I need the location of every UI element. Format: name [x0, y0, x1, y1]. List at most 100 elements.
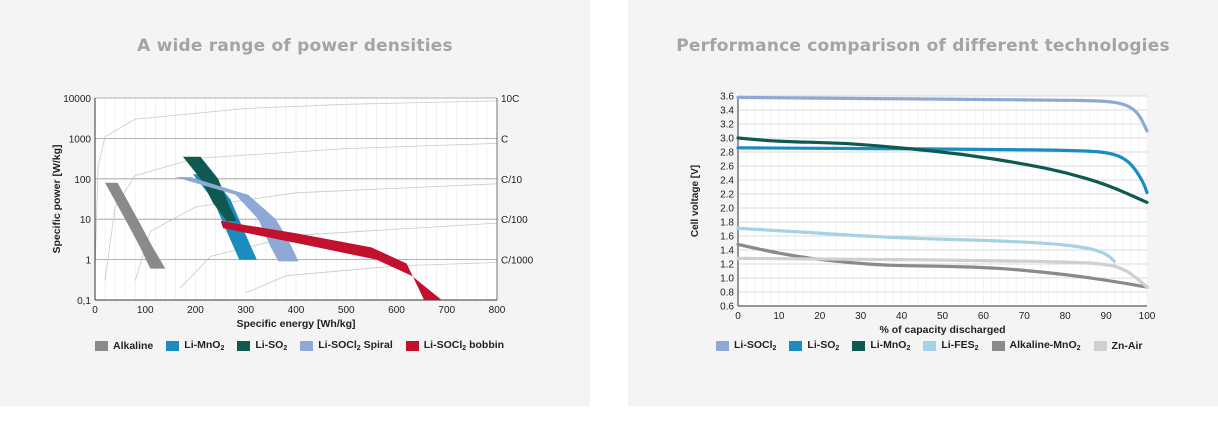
- x-tick-label: 400: [288, 305, 305, 316]
- legend-item: Li-SO2: [237, 339, 287, 352]
- data-line-li-fes2: [736, 226, 1116, 263]
- legend-item: Li-MnO2: [852, 339, 910, 352]
- rate-label: C/1000: [501, 256, 534, 267]
- legend-item: Li-MnO2: [166, 339, 224, 352]
- data-line-alkaline-mno2: [736, 242, 1149, 289]
- data-line-li-socl2: [736, 95, 1149, 133]
- rate-label: C/100: [501, 215, 528, 226]
- x-tick-label: 30: [855, 311, 867, 322]
- legend-swatch: [789, 340, 803, 351]
- x-tick-label: 300: [237, 305, 254, 316]
- x-tick-label: 50: [937, 311, 949, 322]
- legend-label: Alkaline-MnO2: [1009, 339, 1081, 352]
- chart-title: A wide range of power densities: [137, 36, 453, 56]
- data-band-alkaline: [105, 182, 166, 269]
- legend-swatch: [1093, 340, 1107, 351]
- x-tick-label: 0: [92, 305, 98, 316]
- legend-label: Li-SO2: [255, 339, 288, 352]
- x-tick-label: 40: [896, 311, 908, 322]
- legend-swatch: [923, 340, 937, 351]
- x-tick-label: 90: [1101, 311, 1113, 322]
- legend-swatch: [716, 340, 729, 351]
- performance-panel: Performance comparison of different tech…: [628, 0, 1218, 406]
- legend-swatch: [300, 340, 314, 351]
- x-axis-label: Specific energy [Wh/kg]: [236, 318, 355, 330]
- legend-label: Li-MnO2: [870, 339, 911, 352]
- x-tick-label: 500: [338, 305, 355, 316]
- chart-legend: Li-SOCl2 Li-SO2 Li-MnO2 Li-FES2 Alkaline-MnO…: [716, 339, 1155, 352]
- legend-item: Alkaline-MnO2: [991, 339, 1081, 352]
- y-tick-label: 10: [80, 215, 92, 226]
- y-tick-label: 1: [85, 256, 91, 267]
- power-density-panel: A wide range of power densities 0 100 200 3…: [0, 0, 590, 406]
- legend-swatch: [237, 340, 251, 351]
- legend-item: Alkaline: [95, 340, 153, 352]
- y-tick-label: 1.4: [720, 246, 734, 257]
- data-line-li-so2: [736, 146, 1149, 195]
- y-axis-label: Specific power [W/kg]: [51, 144, 63, 253]
- chart-legend: Alkaline Li-MnO2 Li-SO2 Li-SOCl2 Spiral Li-S…: [95, 339, 517, 352]
- legend-label: Li-MnO2: [184, 339, 225, 352]
- y-axis-label: Cell voltage [V]: [690, 165, 701, 237]
- data-band-li-socl2-spiral: [175, 177, 299, 262]
- y-tick-label: 0.8: [720, 288, 734, 299]
- y-tick-label: 1.6: [720, 232, 734, 243]
- y-tick-label: 2.2: [720, 190, 734, 201]
- legend-swatch: [991, 340, 1005, 351]
- y-tick-label: 10000: [63, 94, 91, 105]
- legend-item: Li-SOCl2 bobbin: [405, 339, 505, 352]
- y-tick-label: 3.4: [720, 106, 734, 117]
- y-tick-label: 2.6: [720, 162, 734, 173]
- y-tick-label: 2.0: [720, 204, 734, 215]
- legend-swatch: [95, 340, 108, 351]
- rate-guide-line: [180, 222, 498, 289]
- x-tick-label: 70: [1019, 311, 1031, 322]
- y-tick-label: 1.8: [720, 218, 734, 229]
- data-band-li-so2: [182, 156, 237, 221]
- legend-swatch: [852, 340, 866, 351]
- legend-swatch: [405, 340, 419, 351]
- y-tick-label: 3.0: [720, 134, 734, 145]
- x-tick-label: 600: [388, 305, 405, 316]
- legend-label: Li-FES2: [941, 339, 979, 352]
- y-tick-label: 2.8: [720, 148, 734, 159]
- data-line-zn-air: [736, 256, 1149, 289]
- legend-item: Li-SOCl2: [716, 339, 776, 352]
- legend-swatch: [166, 340, 180, 351]
- x-tick-label: 10: [773, 311, 785, 322]
- legend-item: Zn-Air: [1093, 339, 1143, 352]
- x-tick-label: 700: [438, 305, 455, 316]
- x-tick-label: 200: [187, 305, 204, 316]
- y-tick-label: 3.2: [720, 120, 734, 131]
- performance-chart: 0 10 20 30 40 50 60 70 80 90 100 0.6 0.8 1.0 1.2 1.4 1.6…: [690, 92, 1156, 337]
- legend-label: Li-SOCl2 bobbin: [423, 339, 505, 352]
- legend-label: Zn-Air: [1111, 339, 1143, 352]
- y-tick-label: 100: [74, 175, 91, 186]
- legend-item: Li-SOCl2 Spiral: [300, 339, 393, 352]
- x-tick-label: 20: [814, 311, 826, 322]
- y-tick-label: 3.6: [720, 92, 734, 103]
- rate-label: C/10: [501, 175, 523, 186]
- x-tick-label: 80: [1060, 311, 1072, 322]
- rate-guide-line: [245, 262, 498, 294]
- x-tick-label: 0: [735, 311, 741, 322]
- legend-label: Li-SOCl2 Spiral: [318, 339, 393, 352]
- y-tick-label: 1000: [69, 134, 92, 145]
- legend-item: Li-FES2: [923, 339, 979, 352]
- data-line-li-mno2: [736, 136, 1149, 204]
- rate-label: C: [501, 134, 508, 145]
- y-tick-label: 0.6: [720, 302, 734, 313]
- legend-label: Li-SO2: [807, 339, 840, 352]
- rate-guide-line: [104, 143, 498, 281]
- y-tick-label: 2.4: [720, 176, 734, 187]
- y-tick-label: 1.0: [720, 274, 734, 285]
- power-density-chart: 0 100 200 300 400 500 600 700 800 0,1 1 10 100 1000 10…: [51, 94, 534, 330]
- rate-label: 10C: [501, 94, 519, 105]
- rate-guide-line: [94, 100, 498, 272]
- y-tick-label: 0,1: [77, 296, 91, 307]
- legend-label: Alkaline: [113, 339, 154, 352]
- x-axis-label: % of capacity discharged: [879, 324, 1005, 336]
- data-band-li-socl2-bobbin: [220, 221, 442, 300]
- legend-label: Li-SOCl2: [734, 339, 777, 352]
- x-tick-label: 60: [978, 311, 990, 322]
